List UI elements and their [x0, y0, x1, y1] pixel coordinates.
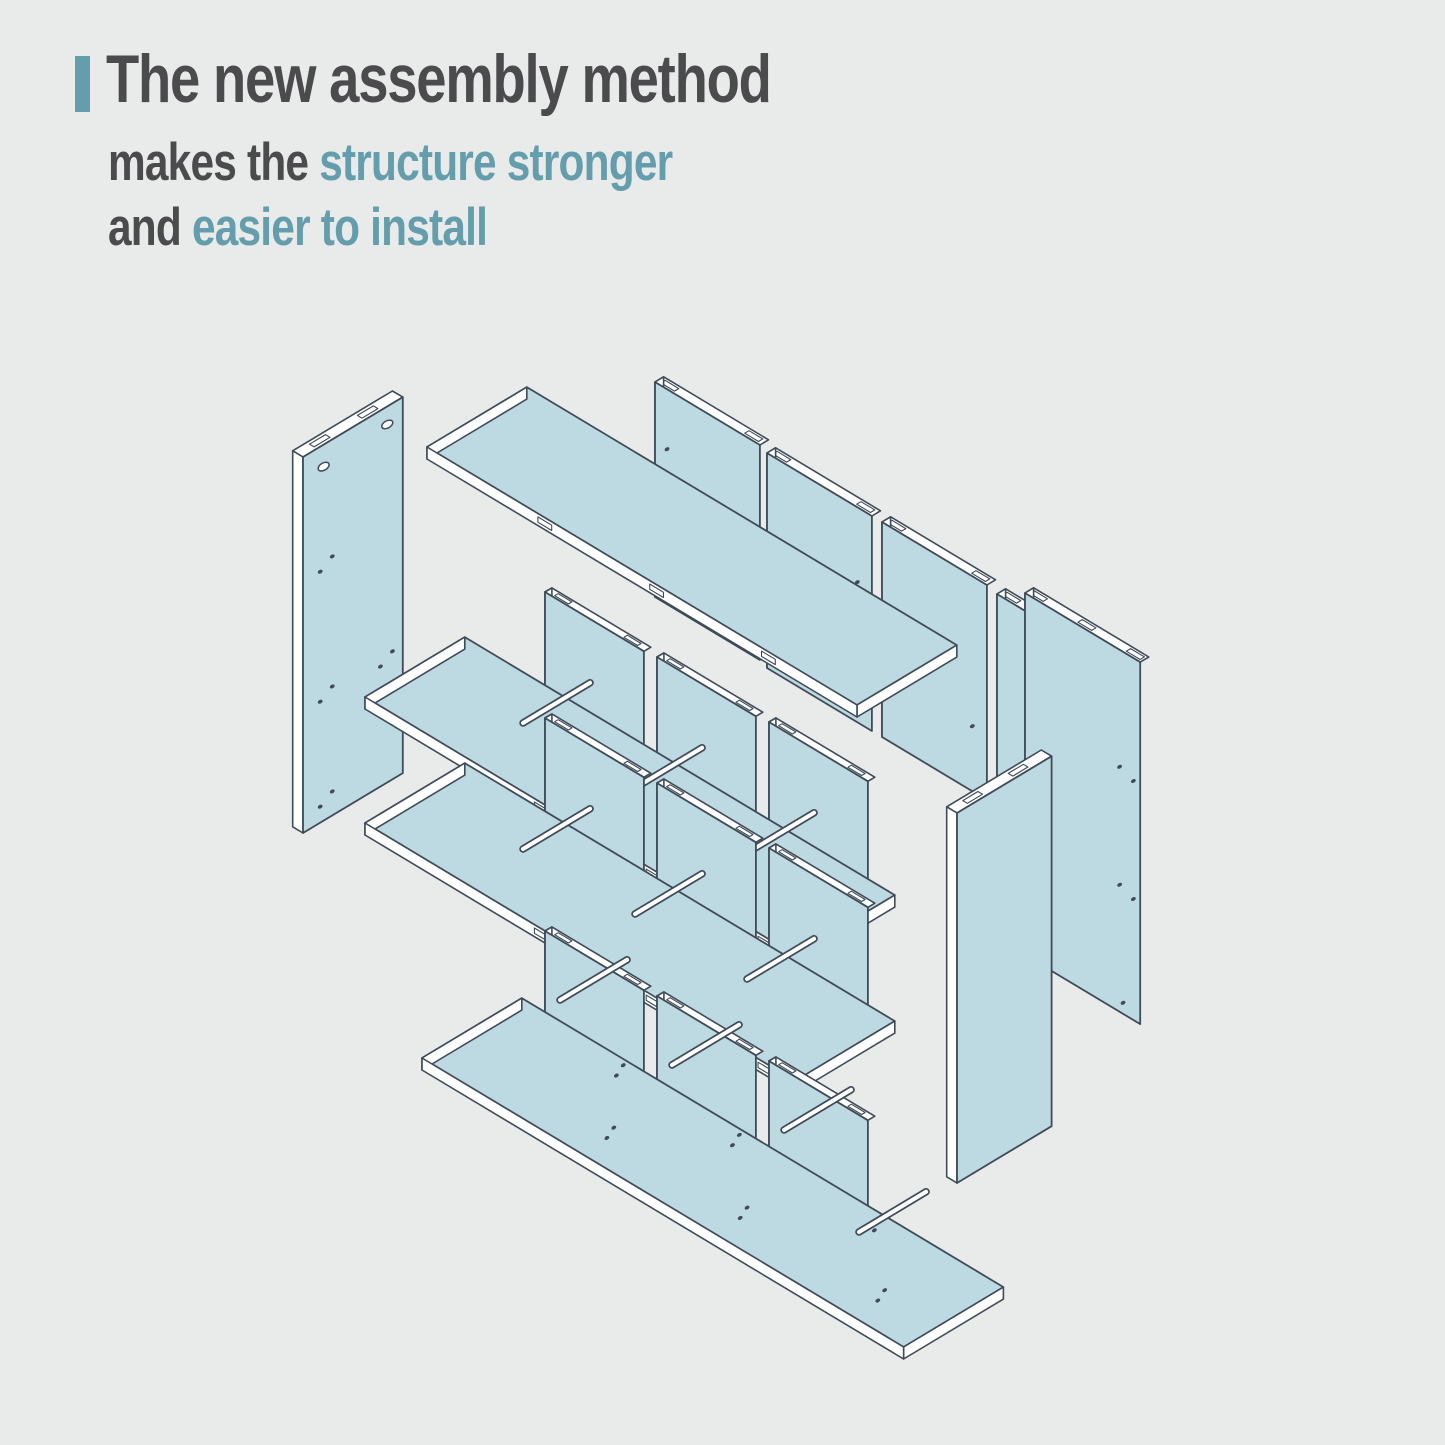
- pin-a2: [631, 744, 706, 792]
- subtitle-teal-text: easier to install: [191, 198, 488, 258]
- left-side-panel: [291, 390, 404, 834]
- pin-b2: [631, 870, 706, 918]
- pin-c2: [668, 1021, 743, 1069]
- subtitle-dark-text: makes the: [108, 133, 320, 193]
- heading: The new assembly method makes the struct…: [106, 41, 937, 261]
- right-side-panel: [945, 749, 1053, 1184]
- bottom-shelf: [421, 997, 1005, 1360]
- pin-c1: [556, 956, 631, 1004]
- pin-c3: [780, 1086, 855, 1134]
- subtitle-line-1: makes the structure stronger: [108, 131, 771, 196]
- pin-b1: [519, 805, 594, 853]
- top-shelf: [426, 386, 958, 718]
- page-title: The new assembly method: [106, 41, 772, 117]
- pin-a3: [743, 809, 818, 857]
- pin-b3: [743, 935, 818, 983]
- subtitle-teal-text: structure stronger: [319, 133, 673, 193]
- accent-bar: [75, 56, 90, 112]
- subtitle-dark-text: and: [108, 198, 192, 258]
- pin-a1: [519, 679, 594, 727]
- pin-c4: [855, 1188, 930, 1236]
- subtitle-line-2: and easier to install: [108, 196, 771, 261]
